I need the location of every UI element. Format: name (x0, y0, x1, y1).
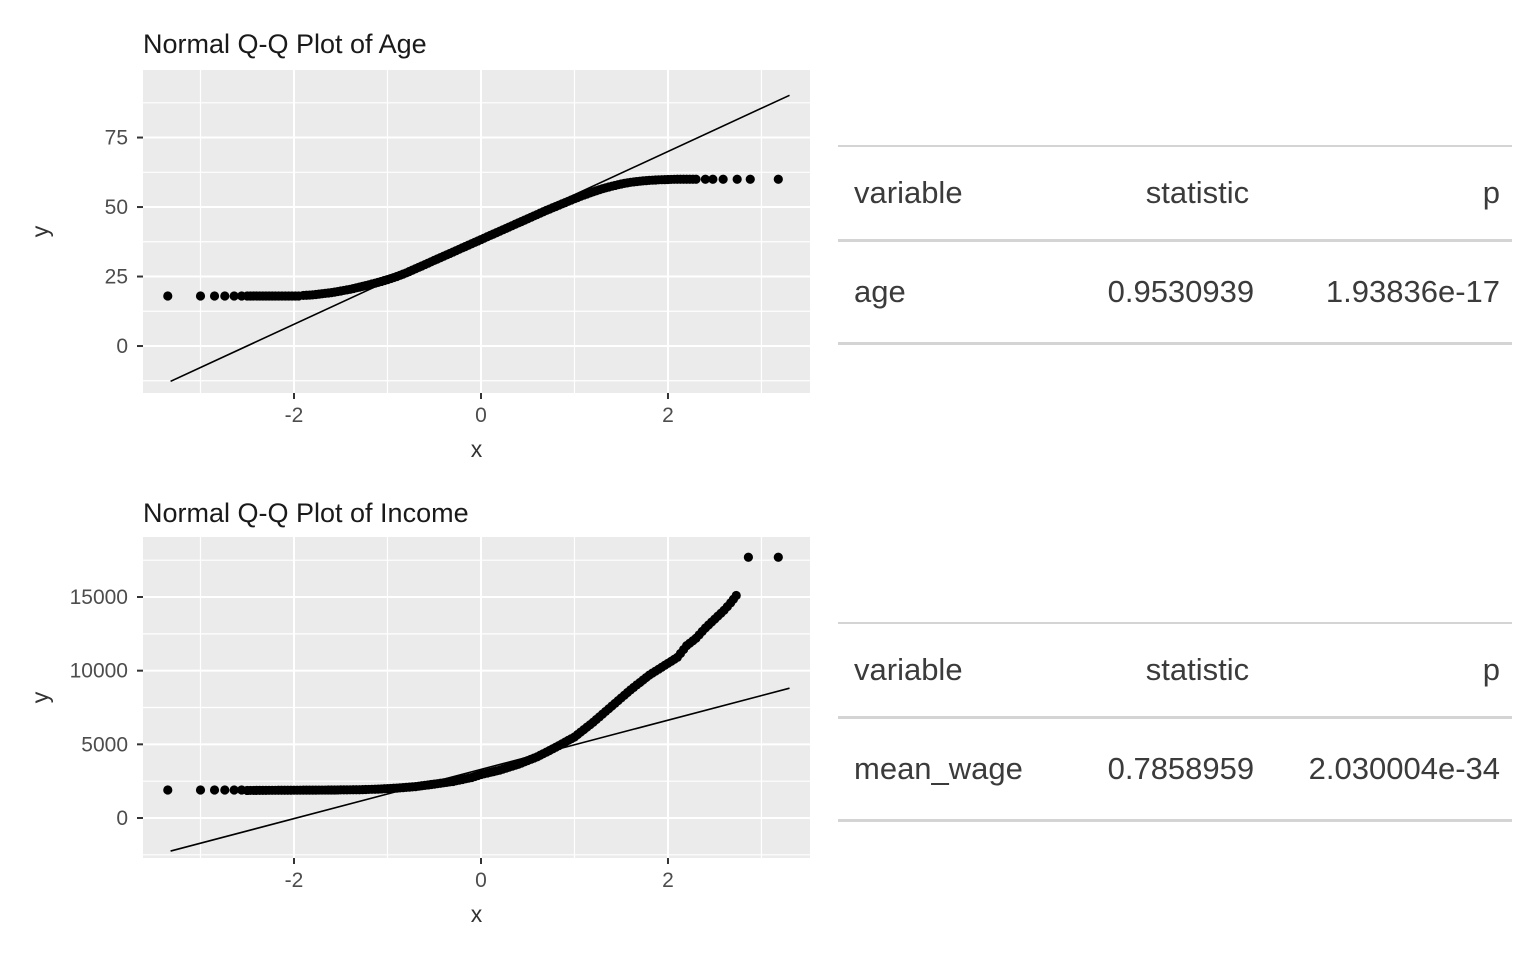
y-tick-label: 5000 (81, 733, 128, 756)
y-tick-label: 50 (105, 196, 128, 219)
x-axis-label: x (471, 901, 483, 927)
x-tick-label: -2 (285, 404, 304, 427)
table-header-variable: variable (854, 175, 963, 210)
y-tick-label: 15000 (70, 586, 128, 609)
shapiro-table-age: variable statistic p age 0.9530939 1.938… (838, 145, 1512, 345)
qq-plot-canvas: -2 0 2 0 5000 10000 15000 x y Normal Q-Q Plot of … (27, 498, 810, 927)
y-axis-label: y (27, 225, 53, 237)
qq-points (163, 174, 783, 301)
qq-reference-line (170, 687, 790, 852)
cell-p-value: 2.030004e-34 (1308, 751, 1500, 786)
table-header-row: variable statistic p (838, 624, 1512, 719)
plot-panel (143, 537, 810, 858)
axis-tick-marks (137, 136, 669, 399)
x-tick-label: -2 (285, 869, 304, 892)
qq-plot-canvas: -2 0 2 0 25 50 75 x y Normal Q-Q Plot of Age (27, 29, 810, 462)
plot-panel (143, 70, 810, 393)
cell-statistic: 0.9530939 (1107, 274, 1255, 309)
table-header-variable: variable (854, 652, 963, 687)
y-tick-label: 75 (105, 127, 128, 150)
x-tick-label: 0 (475, 869, 487, 892)
y-tick-label: 10000 (70, 660, 128, 683)
table-header-statistic: statistic (1145, 652, 1250, 687)
cell-p-value: 1.93836e-17 (1325, 274, 1500, 309)
y-tick-label: 25 (105, 266, 128, 289)
plot-title: Normal Q-Q Plot of Income (143, 498, 469, 528)
x-axis-label: x (471, 436, 483, 462)
table-header-p: p (1482, 175, 1500, 210)
x-tick-label: 2 (662, 869, 674, 892)
table-header-statistic: statistic (1145, 175, 1250, 210)
cell-variable: age (854, 274, 906, 309)
y-tick-label: 0 (116, 807, 128, 830)
qq-plot-age: -2 0 2 0 25 50 75 x y Normal Q-Q Plot of Age (0, 0, 820, 470)
table-row: mean_wage 0.7858959 2.030004e-34 (838, 719, 1512, 819)
y-tick-label: 0 (116, 335, 128, 358)
qq-plot-income: -2 0 2 0 5000 10000 15000 x y Normal Q-Q Plot of … (0, 470, 820, 960)
table-row: age 0.9530939 1.93836e-17 (838, 242, 1512, 342)
table-header-row: variable statistic p (838, 147, 1512, 242)
x-tick-label: 0 (475, 404, 487, 427)
cell-variable: mean_wage (854, 751, 1023, 786)
major-gridlines (143, 70, 810, 393)
major-gridlines (143, 537, 810, 858)
qq-points (163, 552, 783, 796)
plot-title: Normal Q-Q Plot of Age (143, 29, 427, 59)
table-header-p: p (1482, 652, 1500, 687)
cell-statistic: 0.7858959 (1107, 751, 1255, 786)
axis-tick-marks (137, 596, 669, 864)
shapiro-table-mean-wage: variable statistic p mean_wage 0.7858959… (838, 622, 1512, 822)
x-tick-label: 2 (662, 404, 674, 427)
minor-gridlines (143, 537, 810, 858)
y-axis-label: y (27, 691, 53, 703)
